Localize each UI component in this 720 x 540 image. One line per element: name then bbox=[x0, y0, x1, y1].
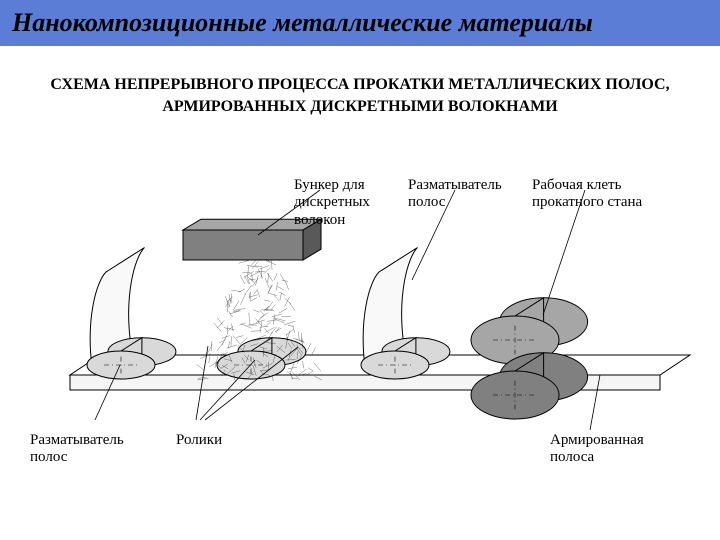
label-uncoiler-bottom: Разматыватель полос bbox=[30, 432, 160, 467]
page-title: Нанокомпозиционные металлические материа… bbox=[12, 8, 593, 37]
subtitle: СХЕМА НЕПРЕРЫВНОГО ПРОЦЕССА ПРОКАТКИ МЕТ… bbox=[0, 74, 720, 117]
subtitle-line2: АРМИРОВАННЫХ ДИСКРЕТНЫМИ ВОЛОКНАМИ bbox=[162, 98, 557, 115]
label-hopper: Бункер для дискретных волокон bbox=[294, 177, 394, 229]
label-stand: Рабочая клеть прокатного стана bbox=[532, 177, 682, 212]
label-rollers: Ролики bbox=[176, 432, 222, 449]
label-uncoiler-top: Разматыватель полос bbox=[408, 177, 528, 212]
title-bar: Нанокомпозиционные металлические материа… bbox=[0, 0, 720, 46]
subtitle-line1: СХЕМА НЕПРЕРЫВНОГО ПРОЦЕССА ПРОКАТКИ МЕТ… bbox=[50, 76, 669, 93]
label-product: Армированная полоса bbox=[550, 432, 690, 467]
